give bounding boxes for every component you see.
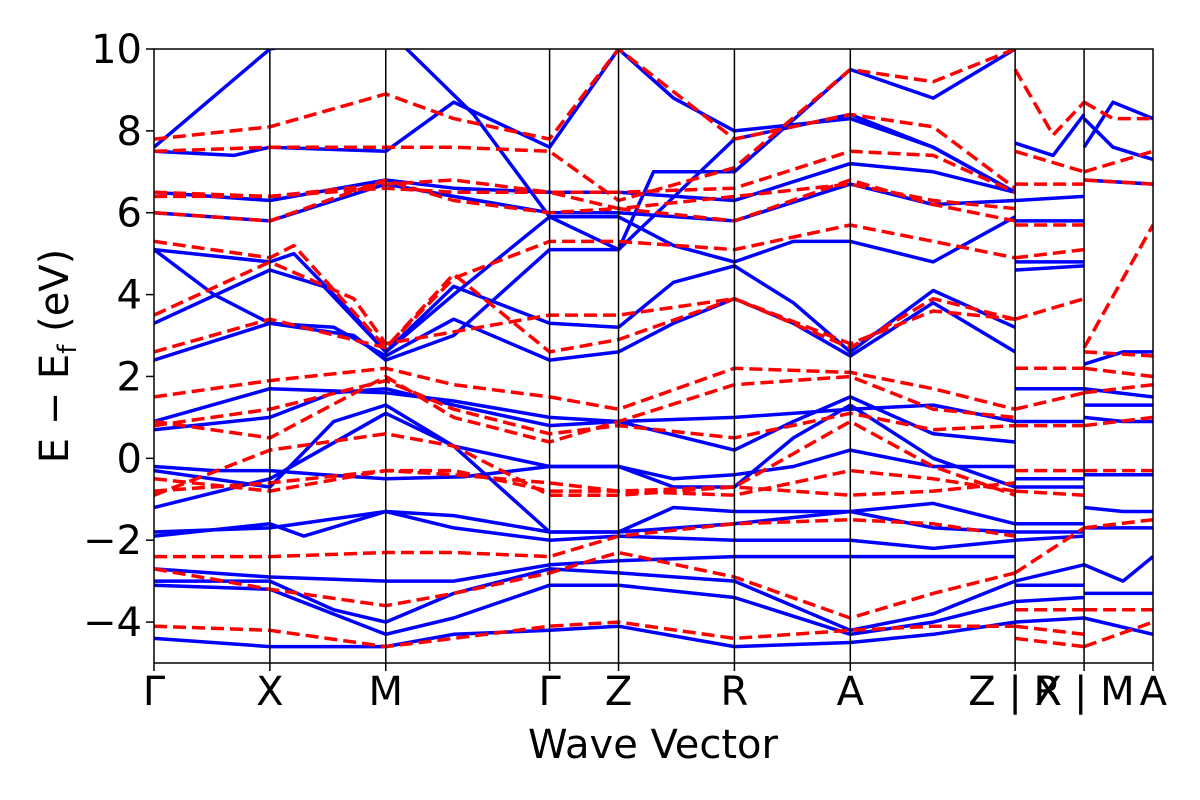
dashed-band-line-26	[154, 620, 1016, 649]
dashed-band-line-24	[154, 517, 1016, 559]
solid-band-line-5	[154, 509, 1016, 534]
y-axis-label: E − Ef (eV)	[32, 249, 83, 464]
y-axis-label-subscript: f	[53, 344, 83, 354]
dashed-band-line-82	[1083, 178, 1153, 186]
x-tick-label-7: Z | X	[968, 669, 1062, 715]
solid-band-line-68	[1082, 100, 1153, 149]
x-tick-label-5: R	[721, 669, 749, 715]
solid-band-line-18	[154, 112, 1016, 362]
dashed-band-line-32	[154, 49, 1017, 190]
dashed-band-line-53	[1014, 149, 1085, 174]
x-tick-label-8: R | M	[1033, 669, 1134, 715]
plot-background	[154, 49, 1153, 663]
dashed-band-line-83	[1082, 224, 1153, 349]
y-tick-label-2: 0	[117, 436, 142, 482]
dashed-band-line-23	[154, 374, 1016, 444]
dashed-band-line-91	[1083, 620, 1153, 649]
x-tick-label-3: Γ	[538, 669, 561, 715]
y-axis-ticks: −4 −2 0 2 4 6 8 10	[83, 27, 154, 646]
dashed-band-line-21	[154, 378, 1016, 440]
dashed-band-line-62	[1014, 489, 1085, 497]
solid-band-line-40	[1014, 264, 1085, 272]
solid-band-line-48	[1014, 563, 1085, 583]
dashed-band-line-22	[154, 366, 1016, 411]
y-tick-label-1: −2	[83, 518, 142, 564]
high-symmetry-lines	[269, 49, 1085, 663]
dashed-band-line-27	[154, 272, 1016, 354]
solid-band-line-37	[1014, 194, 1085, 203]
dashed-band-line-80	[1083, 100, 1153, 121]
x-tick-label-0: Γ	[143, 669, 166, 715]
x-axis-label: Wave Vector	[528, 722, 779, 768]
solid-band-line-36	[1014, 113, 1086, 158]
dashed-band-line-19	[154, 468, 1016, 497]
dashed-band-line-66	[1014, 636, 1085, 649]
dashed-band-line-20	[154, 419, 1016, 497]
x-tick-label-2: M	[369, 669, 404, 715]
y-tick-label-4: 4	[117, 273, 142, 319]
solid-band-line-79	[1083, 616, 1153, 637]
y-tick-label-7: 10	[91, 27, 142, 73]
y-tick-label-5: 6	[117, 191, 142, 237]
solid-band-line-13	[154, 215, 1016, 354]
dashed-band-line-87	[1083, 415, 1153, 428]
y-tick-label-3: 2	[117, 354, 142, 400]
y-tick-label-6: 8	[117, 109, 142, 155]
y-axis-label-main: E − E	[32, 354, 78, 464]
dashed-band-line-30	[154, 178, 1016, 223]
dashed-band-line-25	[154, 550, 1016, 620]
dashed-band-line-56	[1014, 247, 1085, 260]
solid-band-line-75	[1083, 505, 1153, 514]
x-tick-label-4: Z	[605, 669, 632, 715]
dashed-band-line-65	[1014, 624, 1085, 637]
dashed-band-line-31	[154, 149, 1016, 199]
dashed-band-line-86	[1083, 382, 1153, 395]
dashed-band-line-57	[1014, 297, 1085, 321]
dashed-band-line-63	[1014, 526, 1086, 575]
solid-band-line-70	[1083, 350, 1153, 366]
dashed-band-line-84	[1083, 350, 1153, 358]
solid-band-line-50	[1014, 595, 1085, 604]
dashed-band-line-59	[1014, 391, 1085, 411]
y-axis-label-unit: (eV)	[32, 249, 78, 345]
solid-band-line-10	[154, 620, 1016, 649]
dashed-band-line-35	[154, 468, 1016, 497]
solid-band-line-16	[154, 49, 1016, 194]
dashed-band-line-52	[1013, 68, 1086, 137]
solid-band-line-77	[1083, 555, 1153, 583]
solid-band-line-14	[154, 182, 1016, 223]
x-tick-label-1: X	[256, 669, 283, 715]
dashed-band-line-89	[1083, 517, 1153, 530]
plot-frame	[153, 48, 1154, 664]
solid-band-line-51	[1014, 616, 1085, 624]
dashed-band-line-34	[154, 182, 1016, 211]
dashed-band-line-85	[1083, 366, 1153, 379]
dashed-band-line-33	[154, 49, 1016, 203]
x-tick-label-6: A	[837, 669, 865, 715]
x-tick-label-9: A	[1140, 669, 1168, 715]
y-tick-label-0: −4	[83, 600, 142, 646]
dashed-band-line-28	[154, 260, 1016, 346]
dashed-band-line-81	[1083, 149, 1153, 174]
